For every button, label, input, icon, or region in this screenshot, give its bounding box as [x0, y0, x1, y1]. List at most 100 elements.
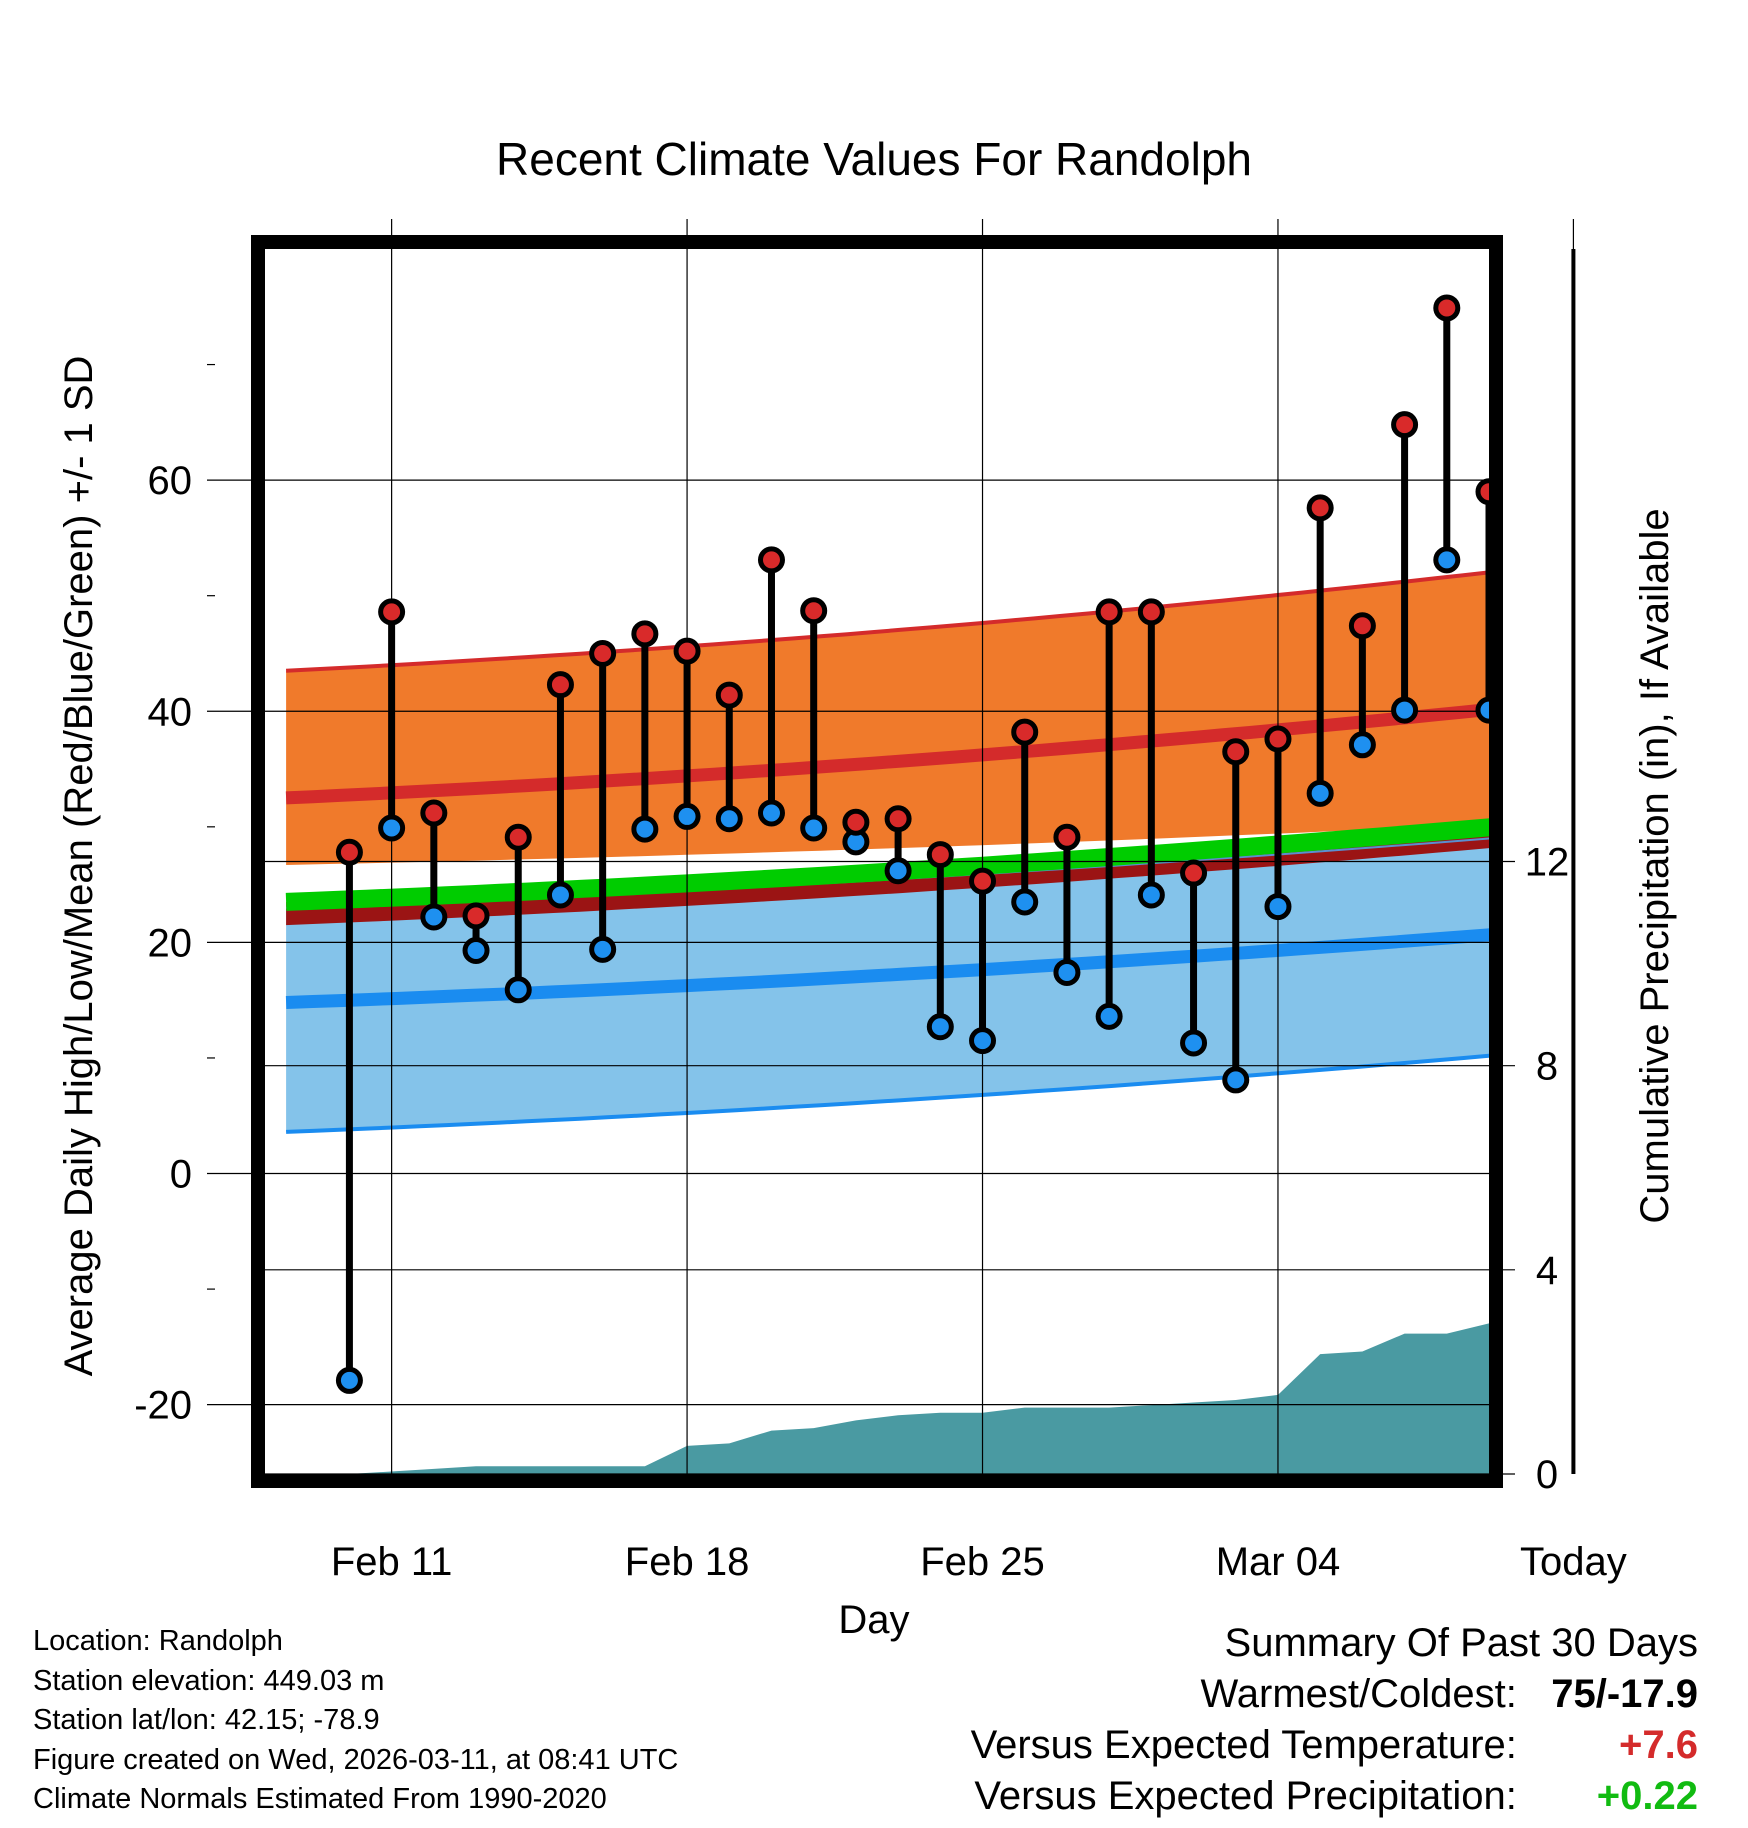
daily-high-point — [335, 838, 363, 866]
daily-high-point — [1391, 411, 1419, 439]
plot-frame — [251, 235, 1503, 1488]
daily-high-point — [1222, 738, 1250, 766]
daily-high-point — [884, 805, 912, 833]
normals-text: Climate Normals Estimated From 1990-2020 — [33, 1783, 607, 1815]
x-tick-label: Feb 18 — [625, 1540, 750, 1584]
daily-high-point — [1264, 725, 1292, 753]
daily-high-point — [673, 637, 701, 665]
daily-low-point — [1222, 1066, 1250, 1094]
daily-high-point — [926, 841, 954, 869]
chart-annotation: 30 — [1590, 1384, 1630, 1425]
y-tick-label: 60 — [148, 459, 193, 503]
daily-low-point — [1520, 746, 1542, 768]
daily-low-point — [420, 903, 448, 931]
x-axis-label: Day — [838, 1598, 909, 1642]
daily-low-point — [1391, 696, 1419, 724]
chart-title: Recent Climate Values For Randolph — [496, 133, 1252, 185]
daily-high-point — [1475, 478, 1489, 506]
y2-tick-label: 0 — [1536, 1453, 1558, 1497]
y2-tick-label: 8 — [1536, 1045, 1558, 1089]
daily-low-point — [546, 881, 574, 909]
daily-low-point — [0, 670, 11, 692]
daily-high-point — [1011, 718, 1039, 746]
daily-high-point — [800, 597, 828, 625]
temp-label: Versus Expected Temperature: — [970, 1723, 1517, 1767]
y-tick-label: 20 — [148, 921, 193, 965]
daily-high-point — [1180, 859, 1208, 887]
daily-low-point — [757, 799, 785, 827]
daily-low-point — [969, 1027, 997, 1055]
warmest-label: Warmest/Coldest: — [1200, 1672, 1517, 1716]
daily-low-point — [673, 802, 701, 830]
daily-high-point — [546, 671, 574, 699]
high-upper-line — [285, 570, 1489, 673]
daily-low-point — [1137, 881, 1165, 909]
daily-low-point — [1475, 696, 1489, 724]
temp-value: +7.6 — [1619, 1723, 1698, 1767]
daily-low-point — [715, 805, 743, 833]
daily-high-point — [1306, 494, 1334, 522]
daily-high-point — [969, 867, 997, 895]
x-tick-label: Today — [1520, 1540, 1627, 1584]
daily-high-point — [715, 681, 743, 709]
high-avg-line — [285, 702, 1489, 805]
y2-tick-label: 4 — [1536, 1249, 1558, 1293]
daily-high-point — [0, 336, 11, 358]
daily-high-point — [631, 620, 659, 648]
daily-low-point — [1306, 779, 1334, 807]
daily-low-point — [504, 976, 532, 1004]
y-tick-label: 0 — [170, 1153, 192, 1197]
daily-low-point — [1433, 546, 1461, 574]
created-text: Figure created on Wed, 2026-03-11, at 08… — [33, 1743, 679, 1776]
x-tick-label: Mar 04 — [1216, 1540, 1341, 1584]
y-axis-label: Average Daily High/Low/Mean (Red/Blue/Gr… — [57, 356, 101, 1377]
daily-low-point — [462, 936, 490, 964]
daily-low-point — [378, 814, 406, 842]
precip-label: Versus Expected Precipitation: — [974, 1774, 1517, 1818]
daily-high-point — [378, 598, 406, 626]
x-tick-label: Feb 11 — [331, 1540, 453, 1584]
high-sd-band — [286, 572, 1489, 865]
precip-value: +0.22 — [1596, 1774, 1698, 1818]
y-tick-label: 40 — [148, 690, 193, 734]
station-info: Location: Randolph Station elevation: 44… — [33, 1622, 678, 1820]
elevation-text: Station elevation: 449.03 m — [33, 1664, 385, 1697]
daily-high-point — [1433, 294, 1461, 322]
low-lower-line — [286, 1053, 1489, 1134]
daily-high-point — [1137, 598, 1165, 626]
daily-low-point — [1011, 888, 1039, 916]
daily-low-point — [335, 1366, 363, 1394]
daily-low-point — [926, 1013, 954, 1041]
latlon-text: Station lat/lon: 42.15; -78.9 — [33, 1704, 380, 1736]
location-text: Location: Randolph — [33, 1625, 283, 1657]
x-tick-label: Feb 25 — [920, 1540, 1045, 1584]
daily-low-point — [589, 935, 617, 963]
daily-high-point — [1520, 386, 1542, 408]
daily-high-point — [504, 823, 532, 851]
low-sd-band — [286, 838, 1489, 1132]
daily-high-point — [1053, 823, 1081, 851]
daily-high-point — [842, 808, 870, 836]
daily-low-point — [1053, 958, 1081, 986]
daily-high-point — [589, 639, 617, 667]
precip-area — [265, 1323, 1489, 1474]
daily-low-point — [1095, 1002, 1123, 1030]
summary-title: Summary Of Past 30 Days — [1224, 1621, 1698, 1665]
warmest-value: 75/-17.9 — [1551, 1672, 1698, 1716]
y-tick-label: -20 — [134, 1384, 192, 1428]
daily-low-point — [1264, 893, 1292, 921]
summary-panel: Summary Of Past 30 Days Warmest/Coldest:… — [971, 1618, 1698, 1822]
daily-high-point — [420, 799, 448, 827]
chart-annotation: Days — [1590, 1429, 1676, 1470]
daily-high-point — [462, 902, 490, 930]
y2-axis-label: Cumulative Precipitation (in), If Availa… — [1633, 508, 1677, 1223]
y2-tick-label: 12 — [1525, 841, 1570, 885]
daily-low-point — [1348, 731, 1376, 759]
daily-high-point — [757, 546, 785, 574]
daily-low-point — [800, 814, 828, 842]
daily-low-point — [631, 815, 659, 843]
daily-low-point — [1180, 1029, 1208, 1057]
daily-high-point — [1095, 598, 1123, 626]
low-avg-line — [285, 928, 1489, 1009]
